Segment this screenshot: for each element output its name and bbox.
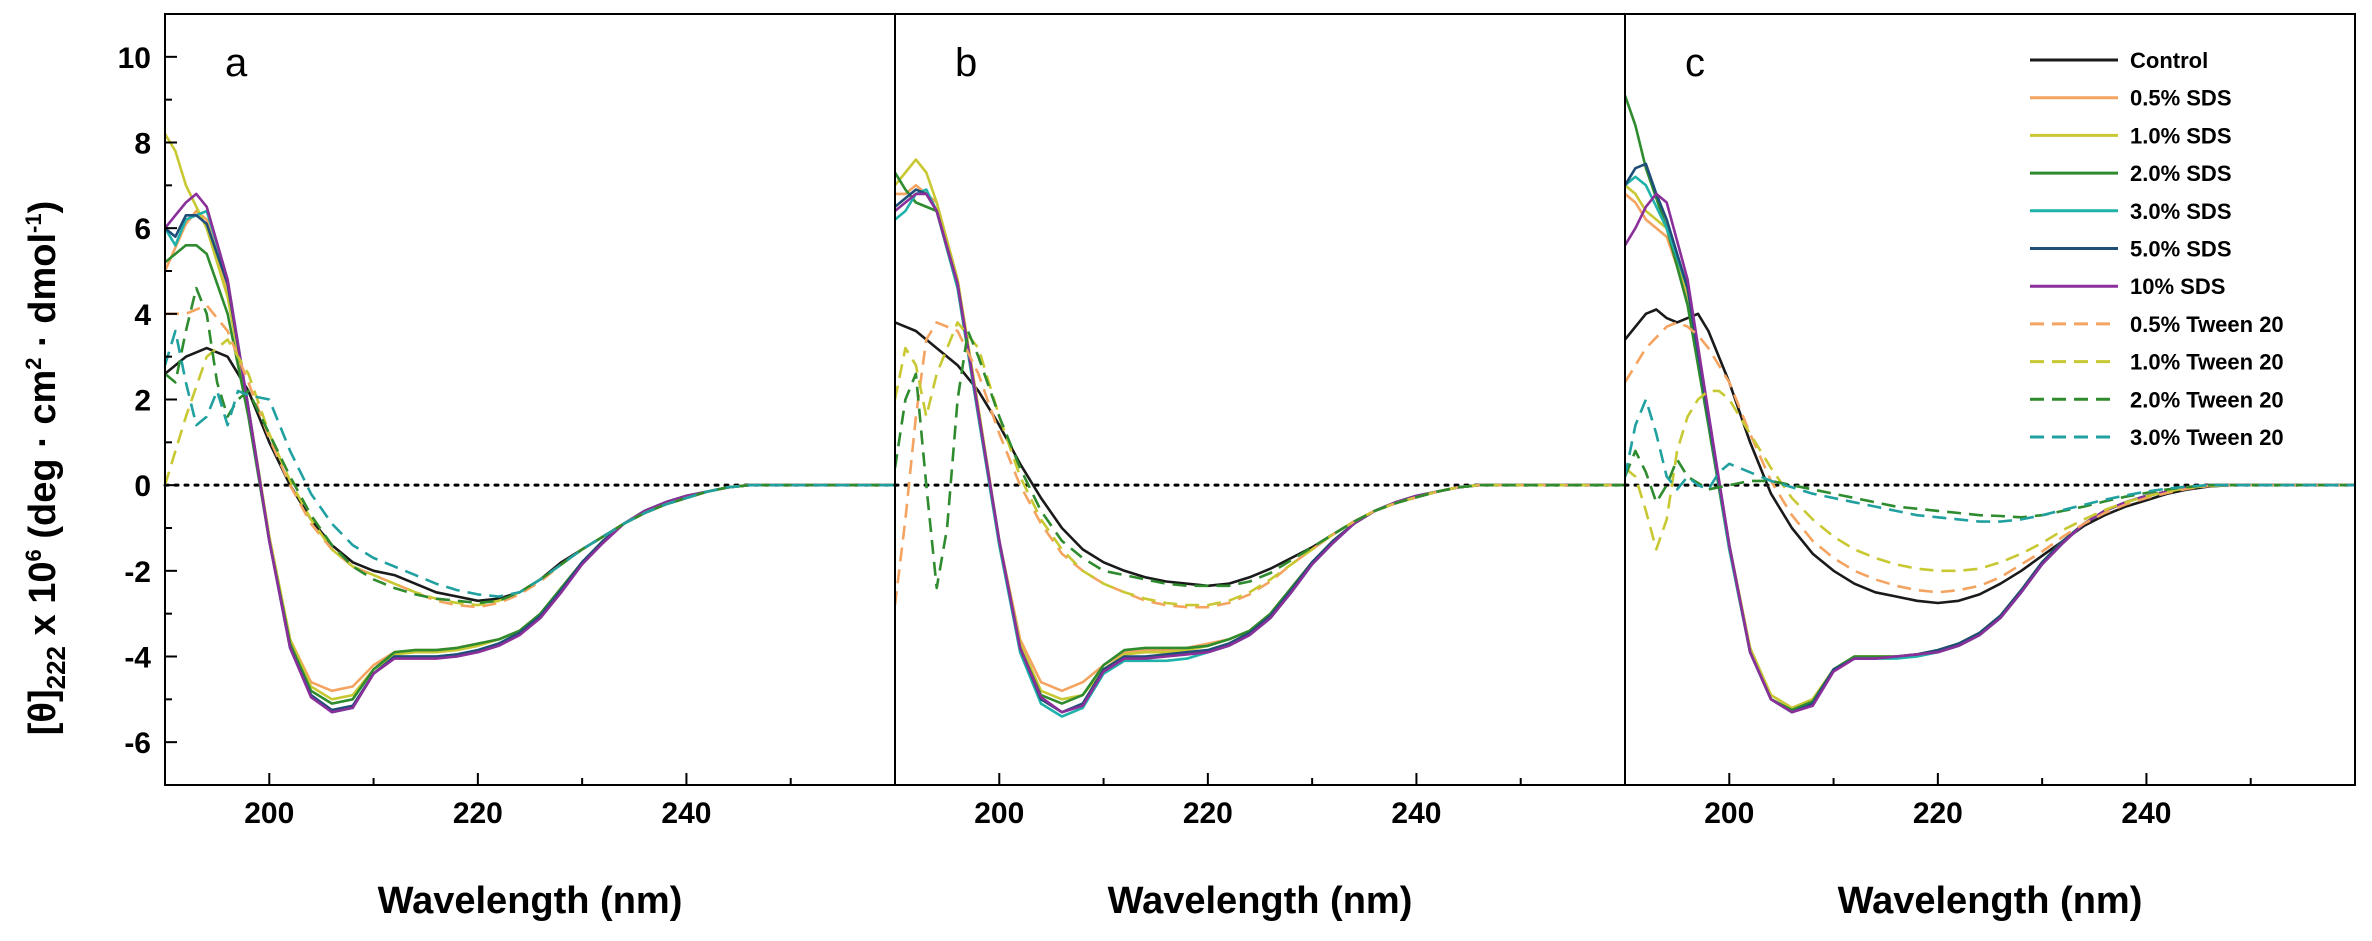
svg-text:[θ]222 x 106 (deg · cm2 · dmol: [θ]222 x 106 (deg · cm2 · dmol-1)	[21, 201, 71, 736]
series-line-2-0pct-tween-20	[1625, 449, 2355, 519]
panel-c: 200 220 240 c Wavelength (nm)	[1623, 13, 2357, 922]
legend-label: Control	[2130, 48, 2208, 73]
x-axis-title: Wavelength (nm)	[1838, 880, 2143, 922]
series-group	[895, 158, 1625, 718]
y-tick-label: 8	[134, 128, 151, 161]
series-line-3-0pct-tween-20	[1625, 398, 2355, 523]
panel-label: c	[1685, 41, 1705, 85]
series-line-10pct-sds	[1625, 192, 2355, 714]
y-tick-label: 10	[118, 42, 151, 75]
legend-item-2-0pct-sds: 2.0% SDS	[2030, 161, 2232, 186]
legend-label: 1.0% SDS	[2130, 123, 2232, 148]
legend-label: 3.0% Tween 20	[2130, 425, 2284, 450]
series-line-control	[895, 321, 1625, 588]
x-tick-label: 240	[2121, 797, 2171, 830]
panel-label: a	[225, 41, 248, 85]
series-group	[1625, 94, 2355, 714]
series-line-2-0pct-sds	[165, 244, 895, 705]
x-tick-label: 220	[1913, 797, 1963, 830]
x-tick-label: 200	[244, 797, 294, 830]
series-line-0-5pct-tween-20	[895, 321, 1625, 609]
panel-b: 200 220 240 b Wavelength (nm)	[893, 13, 1627, 922]
x-tick-label: 200	[974, 797, 1024, 830]
x-axis-title: Wavelength (nm)	[1108, 880, 1413, 922]
x-axis-title: Wavelength (nm)	[378, 880, 683, 922]
legend-label: 0.5% SDS	[2130, 86, 2232, 111]
legend-label: 2.0% Tween 20	[2130, 387, 2284, 412]
x-tick-label: 220	[1183, 797, 1233, 830]
legend-item-3-0pct-tween-20: 3.0% Tween 20	[2030, 425, 2284, 450]
panel-a: 200 220 240 -6 -4 -2 0 2 4 6 8 10 a Wavelength (nm)	[118, 13, 897, 922]
legend-item-control: Control	[2030, 48, 2208, 73]
series-line-5-0pct-sds	[895, 188, 1625, 714]
series-line-3-0pct-sds	[165, 209, 895, 714]
legend-label: 10% SDS	[2130, 274, 2225, 299]
series-line-2-0pct-tween-20	[895, 329, 1625, 590]
y-axis-title: [θ]222 x 106 (deg · cm2 · dmol-1)	[21, 201, 71, 736]
legend-item-0-5pct-tween-20: 0.5% Tween 20	[2030, 312, 2284, 337]
legend-item-10pct-sds: 10% SDS	[2030, 274, 2225, 299]
legend-item-3-0pct-sds: 3.0% SDS	[2030, 199, 2232, 224]
y-tick-label: 6	[134, 213, 151, 246]
series-line-1-0pct-sds	[165, 133, 895, 701]
x-tick-label: 200	[1704, 797, 1754, 830]
series-group	[165, 133, 895, 714]
series-line-3-0pct-tween-20	[165, 329, 895, 598]
x-tick-label: 220	[453, 797, 503, 830]
legend-label: 1.0% Tween 20	[2130, 350, 2284, 375]
series-line-1-0pct-tween-20	[1625, 389, 2355, 573]
y-tick-label: -2	[124, 556, 151, 589]
series-line-1-0pct-tween-20	[165, 338, 895, 607]
panel-label: b	[955, 41, 977, 85]
x-tick-label: 240	[1391, 797, 1441, 830]
series-line-0-5pct-sds	[895, 184, 1625, 693]
x-tick-label: 240	[661, 797, 711, 830]
y-tick-label: 4	[134, 299, 151, 332]
series-line-2-0pct-tween-20	[165, 286, 895, 605]
legend-item-2-0pct-tween-20: 2.0% Tween 20	[2030, 387, 2284, 412]
legend-item-0-5pct-sds: 0.5% SDS	[2030, 86, 2232, 111]
y-tick-label: 0	[134, 470, 151, 503]
legend-label: 5.0% SDS	[2130, 237, 2232, 262]
y-tick-label: -6	[124, 727, 151, 760]
legend: Control 0.5% SDS 1.0% SDS 2.0% SDS 3.0% SDS 5…	[2030, 48, 2284, 450]
plot-frame	[894, 13, 1626, 786]
plot-frame	[1624, 13, 2356, 786]
series-line-5-0pct-sds	[165, 214, 895, 712]
y-tick-label: -4	[124, 642, 151, 675]
series-line-0-5pct-sds	[1625, 192, 2355, 710]
legend-item-1-0pct-tween-20: 1.0% Tween 20	[2030, 350, 2284, 375]
series-line-0-5pct-tween-20	[1625, 321, 2355, 594]
legend-item-5-0pct-sds: 5.0% SDS	[2030, 237, 2232, 262]
plot-frame	[164, 13, 896, 786]
legend-label: 0.5% Tween 20	[2130, 312, 2284, 337]
legend-label: 3.0% SDS	[2130, 199, 2232, 224]
y-tick-label: 2	[134, 385, 151, 418]
legend-label: 2.0% SDS	[2130, 161, 2232, 186]
series-line-10pct-sds	[895, 192, 1625, 714]
series-line-3-0pct-sds	[895, 188, 1625, 718]
legend-item-1-0pct-sds: 1.0% SDS	[2030, 123, 2232, 148]
